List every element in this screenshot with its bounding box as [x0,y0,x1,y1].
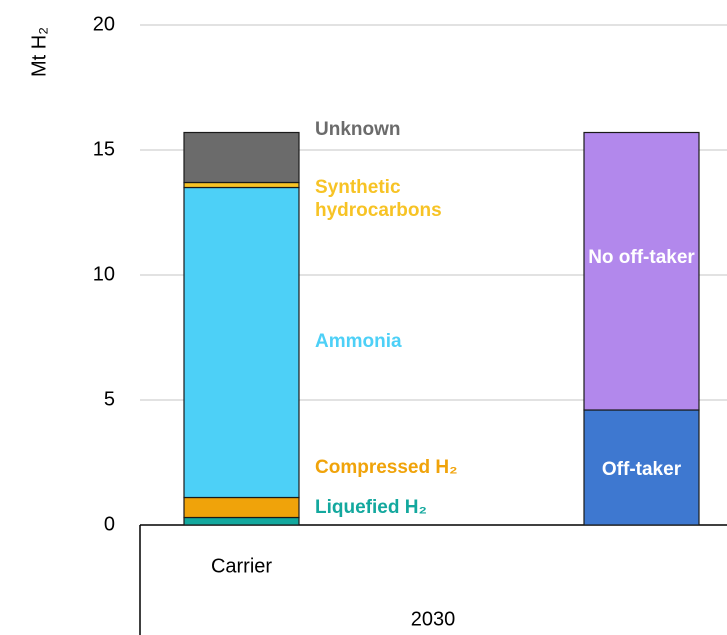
segment-label: Ammonia [315,331,402,352]
bar-segment [183,186,300,499]
segment-label: Synthetic hydrocarbons [315,177,442,221]
y-tick-label: 10 [93,263,115,285]
bar-segment [583,409,700,526]
bar-segment [183,516,300,526]
bar-segment [183,131,300,184]
segment-label: Compressed H₂ [315,457,458,478]
y-axis-title: Mt H₂ [28,27,50,77]
bar-segment [583,131,700,411]
segment-label: Unknown [315,119,401,140]
segment-label: No off-taker [588,247,695,268]
segment-label: Liquefied H₂ [315,497,427,518]
segment-label: Off-taker [601,459,682,480]
y-tick-label: 15 [93,138,115,160]
y-tick-label: 5 [104,388,115,410]
y-tick-label: 0 [104,513,115,535]
y-tick-label: 20 [93,13,115,35]
x-tick-label: Carrier [211,555,272,577]
bar-segment [183,496,300,519]
group-label: 2030 [411,608,456,630]
bar-segment [183,181,300,189]
